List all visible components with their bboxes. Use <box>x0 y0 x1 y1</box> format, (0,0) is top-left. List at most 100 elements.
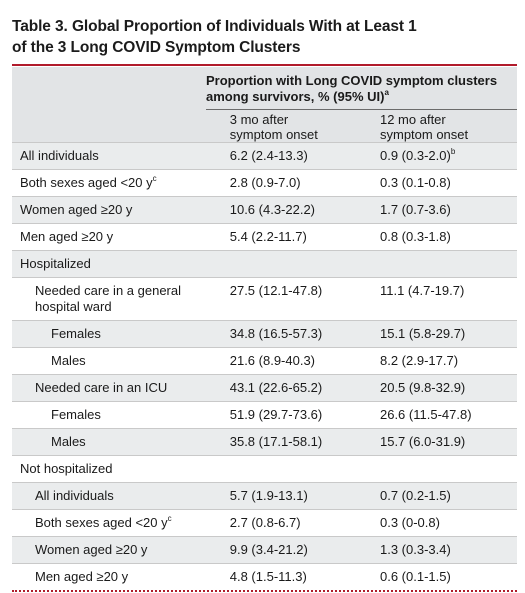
row-label: Females <box>12 320 218 348</box>
table-title: Table 3. Global Proportion of Individual… <box>12 16 417 58</box>
spanner-line-2: among survivors, % (95% UI)a <box>206 89 517 105</box>
column-header-3mo-line-2: symptom onset <box>229 127 318 142</box>
spanner-line-2-text: among survivors, % (95% UI) <box>206 89 385 104</box>
table-row: Needed care in an ICU 43.1 (22.6-65.2) 20.… <box>12 374 517 402</box>
column-header-3mo-line-1: 3 mo after <box>229 112 289 127</box>
value-12mo: 0.7 (0.2-1.5) <box>379 482 517 510</box>
value-12mo: 0.6 (0.1-1.5) <box>379 563 517 590</box>
row-label: Men aged ≥20 y <box>12 223 218 251</box>
row-label: Needed care in a general hospital ward <box>12 277 218 321</box>
value-3mo: 6.2 (2.4-13.3) <box>217 142 380 170</box>
spanner-line-1: Proportion with Long COVID symptom clust… <box>206 73 498 88</box>
value-12mo-text: 15.1 (5.8-29.7) <box>379 326 466 341</box>
value-12mo-text: 0.3 (0.1-0.8) <box>379 175 451 190</box>
value-12mo-text: 20.5 (9.8-32.9) <box>379 380 466 395</box>
row-label-text: Needed care in a general <box>35 283 181 298</box>
column-header-3mo: 3 mo after symptom onset <box>217 112 380 143</box>
column-header-blank <box>12 112 218 143</box>
value-3mo: 5.7 (1.9-13.1) <box>217 482 380 510</box>
row-label-text: Men aged ≥20 y <box>20 229 114 244</box>
footnote-marker: c <box>152 174 157 183</box>
value-12mo <box>379 455 517 483</box>
table-row: Both sexes aged <20 yc 2.8 (0.9-7.0) 0.3 (… <box>12 169 517 197</box>
value-12mo: 1.7 (0.7-3.6) <box>379 196 517 224</box>
table-body: All individuals 6.2 (2.4-13.3) 0.9 (0.3-2.… <box>12 142 517 590</box>
column-header-row: 3 mo after symptom onset 12 mo after sym… <box>12 112 517 143</box>
footnote-marker: c <box>167 514 172 523</box>
row-label: Both sexes aged <20 yc <box>12 509 218 537</box>
row-label-text: Women aged ≥20 y <box>35 542 148 557</box>
row-label-text: Both sexes aged <20 y <box>35 515 168 530</box>
row-label-text: Men aged ≥20 y <box>35 569 129 584</box>
row-label-text: Females <box>51 326 101 341</box>
value-12mo-text: 0.8 (0.3-1.8) <box>379 229 451 244</box>
row-label: Females <box>12 401 218 429</box>
value-12mo-text: 0.6 (0.1-1.5) <box>379 569 451 584</box>
spanner-header: Proportion with Long COVID symptom clust… <box>206 73 517 110</box>
value-3mo: 27.5 (12.1-47.8) <box>217 277 380 321</box>
table-row: Needed care in a general hospital ward 27.… <box>12 277 517 321</box>
footnote-a: a <box>384 88 389 97</box>
row-label-text: Women aged ≥20 y <box>20 202 133 217</box>
value-12mo <box>379 250 517 278</box>
value-3mo: 10.6 (4.3-22.2) <box>217 196 380 224</box>
row-label: Males <box>12 428 218 456</box>
value-3mo: 4.8 (1.5-11.3) <box>217 563 380 590</box>
column-header-12mo: 12 mo after symptom onset <box>379 112 517 143</box>
value-12mo-text: 1.3 (0.3-3.4) <box>379 542 451 557</box>
value-3mo: 35.8 (17.1-58.1) <box>217 428 380 456</box>
value-12mo-text: 26.6 (11.5-47.8) <box>379 407 472 422</box>
row-label-text: Hospitalized <box>20 256 91 271</box>
row-label: Both sexes aged <20 yc <box>12 169 218 197</box>
table-row: Females 51.9 (29.7-73.6) 26.6 (11.5-47.8) <box>12 401 517 429</box>
value-12mo-text: 0.7 (0.2-1.5) <box>379 488 451 503</box>
value-12mo-text: 0.9 (0.3-2.0) <box>379 148 451 163</box>
value-3mo: 51.9 (29.7-73.6) <box>217 401 380 429</box>
results-table: Proportion with Long COVID symptom clust… <box>12 67 517 590</box>
table-row: Women aged ≥20 y 9.9 (3.4-21.2) 1.3 (0.3-3… <box>12 536 517 564</box>
row-label: Women aged ≥20 y <box>12 196 218 224</box>
row-label-text: Both sexes aged <20 y <box>20 175 153 190</box>
table-title-line-2: of the 3 Long COVID Symptom Clusters <box>12 39 301 56</box>
row-label: Women aged ≥20 y <box>12 536 218 564</box>
row-label-text: Males <box>51 353 86 368</box>
row-label: Not hospitalized <box>12 455 218 483</box>
value-3mo: 2.7 (0.8-6.7) <box>217 509 380 537</box>
value-3mo <box>217 455 380 483</box>
value-3mo: 2.8 (0.9-7.0) <box>217 169 380 197</box>
table-row: Men aged ≥20 y 4.8 (1.5-11.3) 0.6 (0.1-1.5… <box>12 563 517 590</box>
row-label-text: All individuals <box>35 488 114 503</box>
value-3mo <box>217 250 380 278</box>
bottom-rule <box>12 590 517 592</box>
value-12mo: 1.3 (0.3-3.4) <box>379 536 517 564</box>
row-label: Males <box>12 347 218 375</box>
table-title-line-1: Table 3. Global Proportion of Individual… <box>12 18 417 35</box>
value-12mo: 15.7 (6.0-31.9) <box>379 428 517 456</box>
column-header-12mo-line-1: 12 mo after <box>379 112 446 127</box>
table-row: All individuals 5.7 (1.9-13.1) 0.7 (0.2-1.… <box>12 482 517 510</box>
value-12mo: 15.1 (5.8-29.7) <box>379 320 517 348</box>
row-label: All individuals <box>12 142 218 170</box>
table-row: Hospitalized <box>12 250 517 278</box>
row-label: All individuals <box>12 482 218 510</box>
value-12mo: 0.3 (0.1-0.8) <box>379 169 517 197</box>
row-label: Needed care in an ICU <box>12 374 218 402</box>
row-label-text: Females <box>51 407 101 422</box>
row-label-text-line-2: hospital ward <box>35 299 112 314</box>
row-label-text: Males <box>51 434 86 449</box>
row-label-text: Not hospitalized <box>20 461 113 476</box>
value-12mo: 20.5 (9.8-32.9) <box>379 374 517 402</box>
table-row: Males 21.6 (8.9-40.3) 8.2 (2.9-17.7) <box>12 347 517 375</box>
value-12mo: 0.9 (0.3-2.0)b <box>379 142 517 170</box>
value-3mo: 9.9 (3.4-21.2) <box>217 536 380 564</box>
value-12mo: 26.6 (11.5-47.8) <box>379 401 517 429</box>
table-row: Men aged ≥20 y 5.4 (2.2-11.7) 0.8 (0.3-1.8… <box>12 223 517 251</box>
value-12mo-text: 8.2 (2.9-17.7) <box>379 353 459 368</box>
value-12mo: 8.2 (2.9-17.7) <box>379 347 517 375</box>
value-3mo: 43.1 (22.6-65.2) <box>217 374 380 402</box>
value-12mo: 0.8 (0.3-1.8) <box>379 223 517 251</box>
value-3mo: 34.8 (16.5-57.3) <box>217 320 380 348</box>
value-12mo-text: 1.7 (0.7-3.6) <box>379 202 451 217</box>
value-3mo: 5.4 (2.2-11.7) <box>217 223 380 251</box>
